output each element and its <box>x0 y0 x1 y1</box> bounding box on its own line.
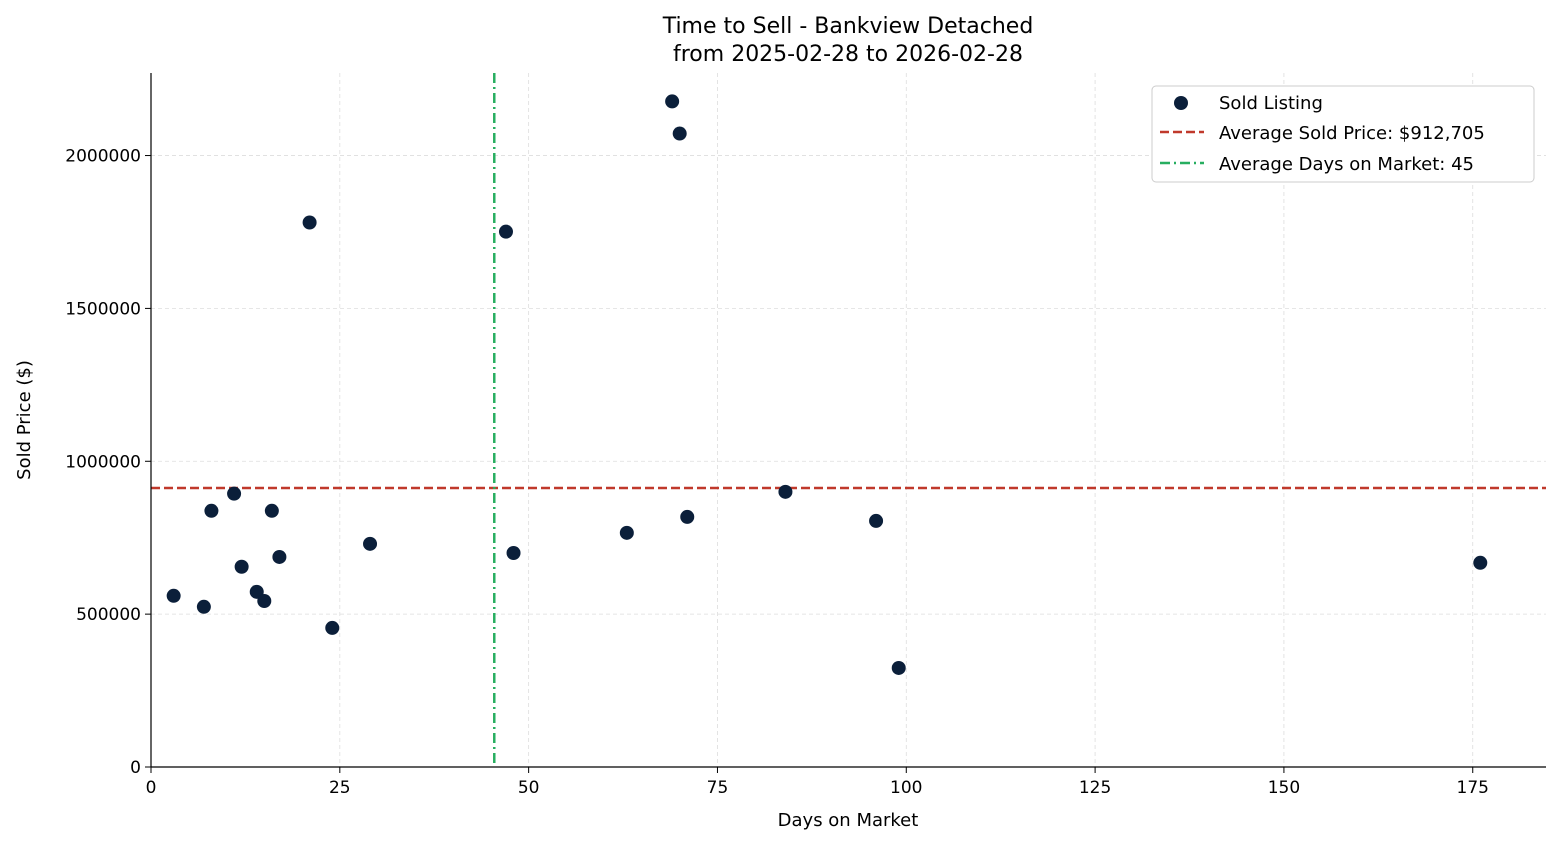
y-tick-label: 2000000 <box>65 147 141 167</box>
chart-title: Time to Sell - Bankview Detached <box>662 14 1034 39</box>
y-tick-label: 0 <box>130 758 141 778</box>
x-tick-label: 50 <box>518 778 540 798</box>
x-tick-label: 150 <box>1268 778 1300 798</box>
chart-subtitle: from 2025-02-28 to 2026-02-28 <box>673 42 1023 67</box>
sold-listing-point <box>869 513 884 528</box>
y-axis-label: Sold Price ($) <box>14 360 35 480</box>
sold-listing-point <box>1473 555 1488 570</box>
reference-lines <box>151 73 1546 767</box>
sold-listing-point <box>680 509 695 524</box>
sold-listing-point <box>498 224 513 239</box>
legend-label-avg-days: Average Days on Market: 45 <box>1219 154 1474 175</box>
sold-listing-point <box>778 484 793 499</box>
x-tick-label: 100 <box>890 778 922 798</box>
x-tick-label: 25 <box>329 778 351 798</box>
axes: 0 25 50 75 100 125 150 175 0 500000 1000000 1500000… <box>65 73 1546 798</box>
sold-listing-point <box>204 503 219 518</box>
x-tick-label: 0 <box>146 778 157 798</box>
sold-listing-point <box>665 94 680 109</box>
sold-listing-point <box>619 525 634 540</box>
y-tick-label: 1500000 <box>65 299 141 319</box>
sold-listing-point <box>891 660 906 675</box>
x-tick-label: 75 <box>707 778 729 798</box>
sold-listing-point <box>272 549 287 564</box>
sold-listing-point <box>196 599 211 614</box>
sold-listing-point <box>264 503 279 518</box>
legend: Sold Listing Average Sold Price: $912,70… <box>1151 85 1535 183</box>
sold-listing-point <box>257 593 272 608</box>
legend-label-sold: Sold Listing <box>1219 93 1323 114</box>
sold-listing-point <box>363 536 378 551</box>
sold-listing-point <box>325 620 340 635</box>
y-tick-label: 500000 <box>76 605 141 625</box>
x-tick-label: 125 <box>1079 778 1111 798</box>
legend-label-avg-price: Average Sold Price: $912,705 <box>1219 123 1485 144</box>
x-tick-label: 175 <box>1457 778 1489 798</box>
sold-listing-point <box>672 126 687 141</box>
sold-listing-point <box>506 545 521 560</box>
sold-listing-point <box>227 486 242 501</box>
sold-listing-point <box>234 559 249 574</box>
sold-listing-point <box>302 215 317 230</box>
x-axis-label: Days on Market <box>778 810 919 831</box>
sold-listing-point <box>166 588 181 603</box>
data-points <box>166 94 1488 675</box>
y-tick-label: 1000000 <box>65 452 141 472</box>
legend-marker-sold <box>1174 96 1188 110</box>
